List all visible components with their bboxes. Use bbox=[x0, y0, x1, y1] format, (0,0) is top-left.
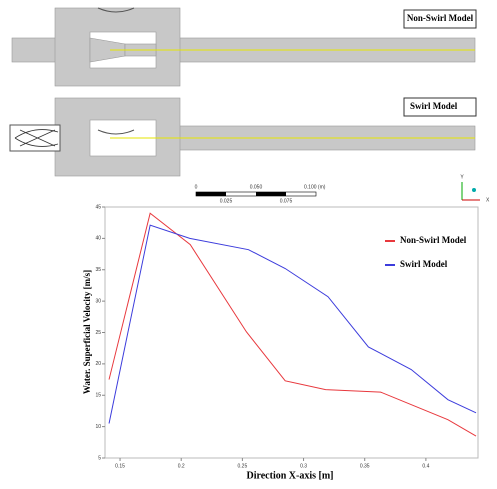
scale-label: 0.100 (m) bbox=[304, 184, 326, 190]
legend-label: Non-Swirl Model bbox=[400, 235, 467, 245]
y-axis-label: Water. Superficial Velocity [m/s] bbox=[82, 270, 92, 394]
x-tick-label: 0.3 bbox=[300, 463, 307, 469]
series-line bbox=[108, 212, 477, 437]
axis-letter: Y bbox=[460, 174, 464, 180]
axis-triad bbox=[461, 182, 480, 201]
x-tick-label: 0.15 bbox=[115, 463, 125, 469]
scale-label: 0.050 bbox=[250, 184, 263, 190]
series-line bbox=[108, 224, 477, 424]
y-tick-label: 15 bbox=[95, 393, 101, 399]
label-box bbox=[403, 97, 477, 117]
y-tick-label: 30 bbox=[95, 298, 101, 304]
legend-label: Swirl Model bbox=[400, 259, 448, 269]
y-tick-label: 25 bbox=[95, 330, 101, 336]
x-tick-label: 0.35 bbox=[360, 463, 370, 469]
y-tick-label: 10 bbox=[95, 424, 101, 430]
x-axis-label: Direction X-axis [m] bbox=[246, 470, 333, 481]
y-tick-label: 5 bbox=[98, 455, 101, 461]
x-tick-label: 0.4 bbox=[422, 463, 429, 469]
x-tick-label: 0.25 bbox=[238, 463, 248, 469]
y-tick-label: 20 bbox=[95, 361, 101, 367]
scale-bar bbox=[195, 191, 317, 197]
x-tick-label: 0.2 bbox=[178, 463, 185, 469]
scale-label: 0.075 bbox=[280, 198, 293, 204]
y-tick-label: 40 bbox=[95, 236, 101, 242]
model-label: Non-Swirl Model bbox=[407, 13, 474, 23]
scale-label: 0 bbox=[195, 184, 198, 190]
label-box bbox=[403, 9, 477, 29]
scale-label: 0.025 bbox=[220, 198, 233, 204]
swirl-geometry bbox=[9, 97, 476, 177]
y-tick-label: 45 bbox=[95, 204, 101, 210]
model-label: Swirl Model bbox=[410, 101, 458, 111]
y-tick-label: 35 bbox=[95, 267, 101, 273]
axis-letter: X bbox=[486, 197, 490, 203]
non-swirl-geometry bbox=[11, 7, 476, 87]
